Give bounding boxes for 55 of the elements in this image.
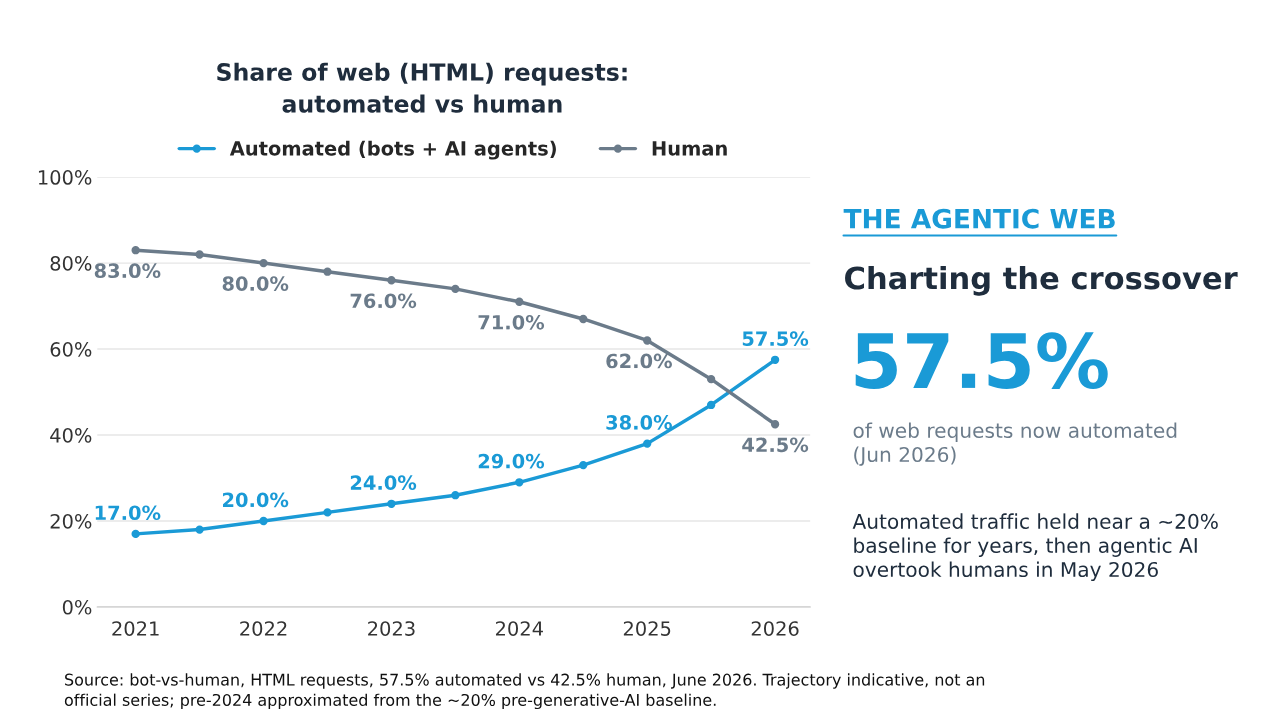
data-label: 80.0% (222, 276, 289, 291)
point (259, 516, 268, 526)
text: of web requests now automated (Jun 2026) (853, 422, 1177, 466)
x-tick-label: 2023 (368, 621, 415, 636)
point (195, 525, 204, 534)
point (579, 460, 588, 470)
text: 57.5% (855, 332, 1108, 389)
point (387, 499, 396, 508)
point (195, 250, 204, 259)
x-tick-label: 2021 (112, 621, 159, 636)
legend-label: Human (652, 141, 727, 156)
data-label: 76.0% (350, 293, 417, 309)
data-label: 42.5% (742, 437, 809, 453)
point (770, 355, 780, 364)
y-tick-label: 0% (62, 599, 92, 615)
data-label: 24.0% (350, 475, 417, 490)
x-tick-label: 2024 (495, 621, 543, 636)
text: Charting the crossover (845, 265, 1238, 296)
data-label: 83.0% (94, 263, 161, 279)
point (323, 267, 332, 276)
text: THE AGENTIC WEB (843, 208, 1115, 229)
point (131, 246, 140, 255)
data-label: 62.0% (606, 353, 672, 369)
source-note: Source: bot-vs-human, HTML requests, 57.5% automated vs 42.5% human, June 2026. Trajectory indicative, not an official series; pre-2024 approximated from the ~20% pre-generative-AI baseline. (64, 673, 985, 710)
data-label: 20.0% (223, 492, 289, 508)
point (770, 420, 780, 429)
point (323, 508, 332, 517)
y-tick-label: 100% (38, 170, 92, 185)
point (451, 491, 460, 500)
y-tick-label: 60% (50, 342, 92, 357)
data-label: 17.0% (95, 505, 161, 521)
point (387, 276, 396, 285)
chart-title: Share of web (HTML) requests: automated vs human (217, 62, 627, 113)
data-label: 71.0% (478, 314, 545, 330)
point (706, 400, 716, 410)
point (579, 314, 588, 324)
x-tick-label: 2026 (751, 621, 799, 636)
data-label: 57.5% (742, 331, 809, 346)
x-tick-label: 2022 (240, 621, 287, 636)
data-label: 38.0% (606, 415, 672, 430)
point (706, 374, 716, 384)
text: Automated traffic held near a ~20% baseline for years, then agentic AI overtook humans in May 2026 (852, 513, 1218, 582)
point (451, 284, 460, 294)
point (643, 336, 652, 345)
legend-label: Automated (bots + AI agents) (229, 140, 556, 160)
point (515, 478, 524, 487)
point (259, 258, 268, 268)
y-tick-label: 40% (50, 427, 92, 443)
y-tick-label: 80% (50, 256, 92, 271)
point (515, 297, 524, 306)
y-tick-label: 20% (50, 513, 92, 529)
data-label: 29.0% (478, 453, 545, 469)
point (131, 529, 140, 539)
x-tick-label: 2025 (623, 621, 671, 636)
point (643, 439, 652, 448)
